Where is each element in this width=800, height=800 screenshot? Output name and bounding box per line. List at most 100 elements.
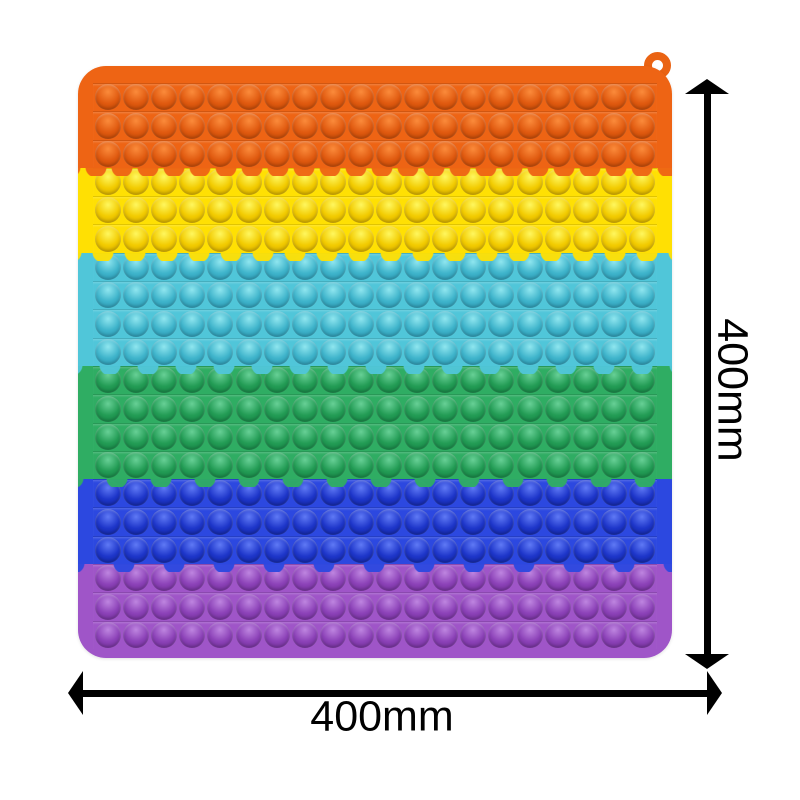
pop-bubble [263, 338, 290, 365]
pop-bubble [600, 338, 627, 365]
pop-bubble [319, 452, 346, 479]
pop-bubble [263, 112, 290, 139]
pop-bubble [151, 338, 178, 365]
pop-bubble [460, 84, 487, 111]
pop-bubble [376, 282, 403, 309]
pop-bubble [628, 140, 655, 167]
pop-bubble [628, 537, 655, 564]
pop-bubble [319, 140, 346, 167]
pop-bubble [460, 395, 487, 422]
pop-bubble [628, 508, 655, 535]
pop-bubble [95, 593, 122, 620]
pop-bubble [151, 112, 178, 139]
pop-bubble [179, 112, 206, 139]
pop-bubble [235, 537, 262, 564]
pop-bubble [95, 338, 122, 365]
pop-bubble [432, 452, 459, 479]
pop-bubble [572, 593, 599, 620]
pop-bubble [544, 537, 571, 564]
pop-bubble [235, 338, 262, 365]
band-cyan [78, 251, 672, 366]
bubble-row [93, 83, 657, 111]
pop-bubble [179, 225, 206, 252]
pop-bubble [179, 140, 206, 167]
pop-bubble [347, 423, 374, 450]
pop-bubble [432, 140, 459, 167]
pop-bubble [544, 423, 571, 450]
pop-bubble [544, 197, 571, 224]
pop-bubble [488, 508, 515, 535]
pop-bubble [628, 112, 655, 139]
pop-bubble [207, 395, 234, 422]
pop-bubble [572, 310, 599, 337]
pop-bubble [291, 310, 318, 337]
pop-bubble [291, 112, 318, 139]
pop-bubble [179, 452, 206, 479]
pop-bubble [123, 338, 150, 365]
pop-bubble [404, 537, 431, 564]
pop-bubble [376, 84, 403, 111]
pop-bubble [123, 593, 150, 620]
pop-bubble [123, 225, 150, 252]
pop-bubble [432, 225, 459, 252]
pop-bubble [319, 537, 346, 564]
pop-bubble [376, 537, 403, 564]
pop-bubble [544, 282, 571, 309]
pop-bubble [263, 395, 290, 422]
pop-bubble [235, 452, 262, 479]
bubble-row [93, 450, 657, 479]
pop-bubble [516, 282, 543, 309]
pop-bubble [628, 423, 655, 450]
pop-bubble [572, 282, 599, 309]
pop-bubble [319, 282, 346, 309]
pop-bubble [488, 621, 515, 648]
pop-bubble [151, 84, 178, 111]
pop-bubble [319, 225, 346, 252]
pop-bubble [207, 140, 234, 167]
pop-bubble [319, 310, 346, 337]
pop-bubble [488, 423, 515, 450]
pop-bubble [291, 395, 318, 422]
popit-bands [78, 66, 672, 658]
pop-bubble [544, 452, 571, 479]
height-dimension-arrow [685, 79, 729, 669]
pop-bubble [123, 140, 150, 167]
arrow-left-icon [68, 671, 83, 715]
pop-bubble [628, 452, 655, 479]
pop-bubble [488, 395, 515, 422]
pop-bubble [460, 537, 487, 564]
pop-bubble [207, 621, 234, 648]
pop-bubble [291, 84, 318, 111]
pop-bubble [404, 282, 431, 309]
pop-bubble [600, 84, 627, 111]
pop-bubble [235, 112, 262, 139]
pop-bubble [263, 452, 290, 479]
pop-bubble [488, 84, 515, 111]
bubble-row [93, 281, 657, 309]
pop-bubble [460, 140, 487, 167]
pop-bubble [488, 282, 515, 309]
pop-bubble [516, 84, 543, 111]
pop-bubble [123, 310, 150, 337]
pop-bubble [291, 140, 318, 167]
paint-transition [78, 251, 672, 261]
pop-bubble [179, 621, 206, 648]
pop-bubble [572, 338, 599, 365]
pop-bubble [263, 310, 290, 337]
pop-bubble [544, 508, 571, 535]
pop-bubble [628, 282, 655, 309]
pop-bubble [235, 282, 262, 309]
pop-bubble [376, 452, 403, 479]
pop-bubble [263, 225, 290, 252]
pop-bubble [516, 621, 543, 648]
pop-bubble [95, 310, 122, 337]
pop-bubble [600, 537, 627, 564]
pop-bubble [404, 395, 431, 422]
pop-bubble [460, 225, 487, 252]
pop-bubble [347, 621, 374, 648]
pop-bubble [95, 112, 122, 139]
pop-bubble [95, 537, 122, 564]
pop-bubble [291, 621, 318, 648]
pop-bubble [572, 537, 599, 564]
